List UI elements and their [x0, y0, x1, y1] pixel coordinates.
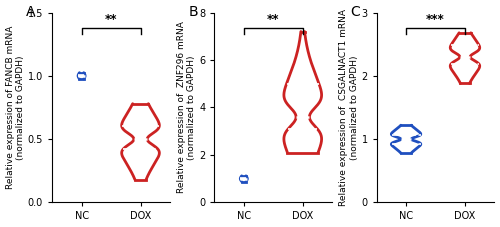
- Text: **: **: [105, 13, 118, 26]
- Y-axis label: Relative expression of  CSGALNACT1 mRNA
(normalized to GAPDH): Relative expression of CSGALNACT1 mRNA (…: [339, 9, 358, 206]
- Text: A: A: [26, 5, 36, 19]
- Text: C: C: [350, 5, 360, 19]
- Text: ***: ***: [426, 13, 445, 26]
- Text: **: **: [267, 13, 280, 26]
- Y-axis label: Relative expression of  ZNF296 mRNA
(normalized to GAPDH): Relative expression of ZNF296 mRNA (norm…: [177, 22, 197, 193]
- Text: B: B: [188, 5, 198, 19]
- Y-axis label: Relative expression of FANCB mRNA
(normalized to GAPDH): Relative expression of FANCB mRNA (norma…: [6, 26, 25, 189]
